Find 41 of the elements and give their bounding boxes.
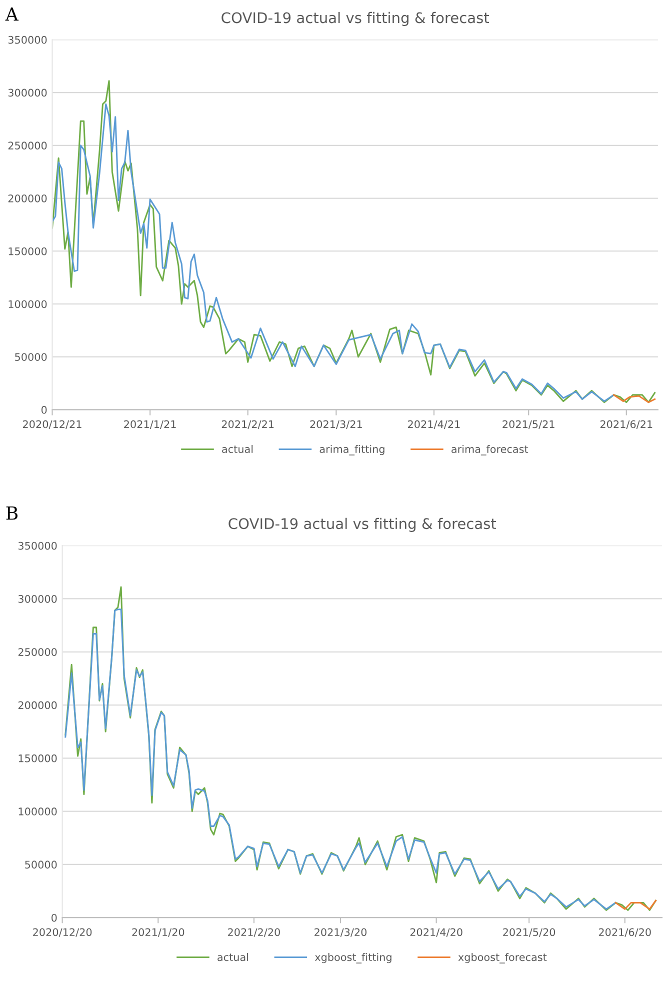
legend-label: arima_forecast — [452, 444, 528, 456]
x-tick-label: 2021/6/21 — [600, 420, 652, 429]
chart-title: COVID-19 actual vs fitting & forecast — [222, 12, 490, 26]
legend-label: xgboost_fitting — [314, 953, 392, 964]
y-tick-label: 250000 — [18, 648, 57, 656]
x-tick-label: 2021/5/20 — [503, 928, 556, 937]
x-tick-label: 2021/5/21 — [502, 420, 554, 429]
x-tick-label: 2021/6/20 — [598, 928, 651, 937]
y-tick-label: 150000 — [18, 754, 57, 762]
legend-label: xgboost_forecast — [458, 953, 547, 964]
y-tick-label: 350000 — [8, 36, 47, 44]
x-tick-label: 2021/3/20 — [314, 928, 367, 937]
text: A — [5, 8, 19, 21]
y-tick-label: 100000 — [8, 300, 47, 308]
chart-title: COVID-19 actual vs fitting & forecast — [228, 518, 496, 532]
line-series — [613, 394, 656, 404]
y-tick-label: 200000 — [18, 701, 57, 710]
x-tick-label: 2021/3/21 — [310, 420, 362, 429]
y-tick-label: 100000 — [18, 808, 57, 816]
x-tick-label: 2021/1/21 — [124, 420, 176, 429]
x-tick-label: 2021/2/20 — [228, 928, 280, 937]
y-tick-label: 200000 — [8, 194, 47, 202]
y-tick-label: 300000 — [18, 594, 57, 603]
x-tick-label: 2021/4/21 — [408, 420, 460, 429]
x-tick-label: 2021/4/20 — [410, 928, 462, 937]
x-tick-label: 2021/1/20 — [132, 928, 184, 937]
y-tick-label: 150000 — [8, 247, 47, 256]
y-tick-label: 0 — [41, 406, 47, 414]
y-tick-label: 250000 — [8, 142, 47, 150]
text: B — [6, 506, 18, 520]
x-tick-label: 2021/2/21 — [222, 420, 274, 429]
y-tick-label: 0 — [52, 914, 57, 922]
x-tick-label: 2020/12/20 — [33, 928, 92, 937]
legend-label: actual — [222, 444, 253, 454]
y-tick-label: 50000 — [25, 860, 57, 869]
y-tick-label: 300000 — [8, 88, 47, 97]
legend-label: arima_fitting — [320, 444, 384, 456]
y-tick-label: 350000 — [18, 542, 57, 550]
x-tick-label: 2020/12/21 — [23, 420, 82, 429]
legend-label: actual — [218, 953, 248, 962]
y-tick-label: 50000 — [15, 353, 47, 361]
